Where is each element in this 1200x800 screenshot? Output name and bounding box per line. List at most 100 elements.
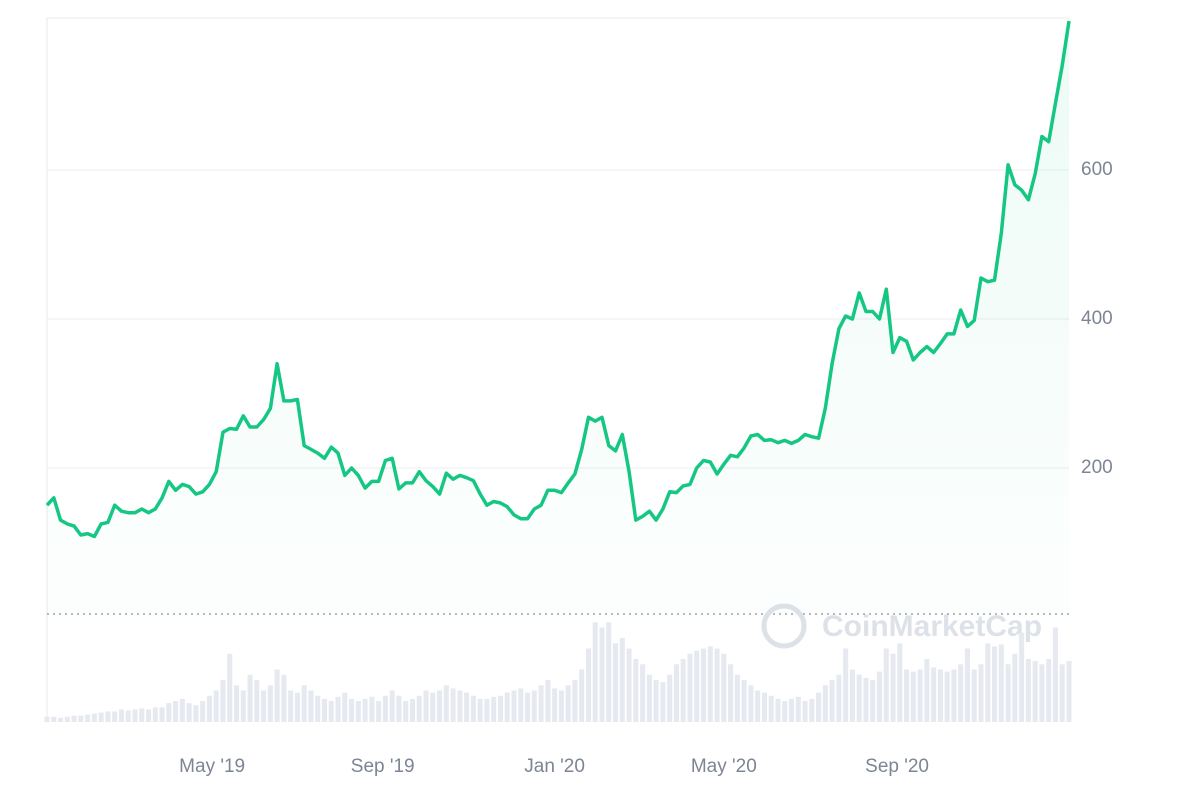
volume-bar [227, 653, 233, 722]
volume-bar [937, 669, 943, 722]
volume-bar [626, 648, 632, 722]
volume-bar [599, 627, 605, 722]
volume-bar [579, 669, 585, 722]
volume-bar [328, 701, 334, 722]
volume-bar [849, 669, 855, 722]
volume-bar [782, 701, 788, 722]
y-tick-label: 400 [1081, 308, 1113, 329]
volume-bar [308, 690, 314, 722]
volume-bar [964, 648, 971, 722]
volume-bar [301, 685, 307, 722]
volume-bar [159, 707, 165, 722]
volume-bar [910, 671, 916, 722]
volume-bar [890, 653, 896, 722]
volume-bar [633, 659, 639, 722]
x-tick-label: Sep '20 [865, 756, 929, 777]
volume-bar [91, 713, 97, 722]
volume-bar [660, 682, 666, 722]
volume-bar [883, 648, 889, 722]
volume-bar [761, 692, 767, 722]
volume-bar [931, 667, 937, 722]
volume-bar [734, 674, 740, 722]
volume-bar [206, 695, 212, 722]
volume-bar [978, 664, 984, 722]
volume-bar [992, 646, 998, 722]
volume-bar [254, 680, 260, 722]
volume-bar [1059, 664, 1065, 722]
volume-bar [382, 695, 388, 722]
volume-bar [416, 695, 422, 722]
volume-bar [917, 669, 923, 722]
volume-bar [531, 690, 537, 722]
volume-bar [213, 690, 219, 722]
volume-bar [51, 716, 57, 722]
volume-bar [958, 664, 964, 722]
volume-bar [193, 705, 199, 722]
volume-bar [585, 648, 591, 722]
x-tick-label: May '20 [691, 756, 757, 777]
volume-bar [294, 692, 300, 722]
volume-bar [545, 680, 551, 722]
volume-bar [173, 701, 179, 722]
volume-bar [971, 669, 977, 722]
volume-bar [376, 701, 382, 722]
volume-bar [477, 698, 483, 722]
volume-bar [951, 669, 957, 722]
volume-bar [57, 717, 64, 722]
volume-bar [464, 692, 470, 722]
volume-bar [349, 698, 355, 722]
volume-bar [741, 680, 747, 722]
volume-bar [728, 664, 734, 722]
volume-bar [755, 690, 761, 722]
volume-bar [71, 715, 77, 722]
volume-bar [321, 698, 328, 722]
volume-bar [112, 711, 118, 722]
volume-bar [233, 685, 240, 722]
volume-bar [944, 671, 950, 722]
volume-bar [863, 677, 869, 722]
volume-bar [904, 669, 910, 722]
volume-bar [829, 680, 835, 722]
volume-bar [403, 701, 409, 722]
x-tick-label: Jan '20 [524, 756, 585, 777]
volume-bar [606, 622, 612, 722]
volume-bar [822, 685, 828, 722]
y-tick-label: 600 [1081, 159, 1113, 180]
volume-bar [396, 695, 402, 722]
volume-bar [105, 711, 111, 722]
volume-bar [646, 674, 652, 722]
volume-bar [450, 688, 456, 722]
volume-bar [423, 690, 429, 722]
volume-bar [497, 695, 504, 722]
volume-bar [802, 701, 808, 722]
volume-bar [538, 685, 544, 722]
volume-bar [788, 698, 795, 722]
volume-bar [437, 690, 443, 722]
volume-bar [687, 653, 693, 722]
volume-bar [64, 716, 70, 722]
volume-bar [179, 698, 185, 722]
volume-bar [714, 648, 720, 722]
y-tick-label: 200 [1081, 457, 1113, 478]
volume-bar [274, 669, 280, 722]
volume-bar [667, 674, 673, 722]
volume-bar [694, 650, 700, 722]
volume-bar [457, 690, 463, 722]
volume-bar [220, 680, 226, 722]
volume-bar [1046, 659, 1052, 722]
volume-bar [430, 692, 436, 722]
volume-bar [809, 698, 815, 722]
volume-bar [145, 709, 152, 722]
volume-bar [98, 712, 104, 722]
volume-bar [1012, 653, 1018, 722]
volume-bar [166, 703, 172, 722]
volume-bar [680, 659, 686, 722]
volume-bar [612, 643, 619, 722]
volume-bar [118, 709, 124, 722]
volume-bar [355, 701, 361, 722]
volume-bar [1032, 661, 1038, 722]
volume-bar [267, 685, 273, 722]
volume-bar [186, 703, 192, 722]
volume-bar [748, 685, 754, 722]
